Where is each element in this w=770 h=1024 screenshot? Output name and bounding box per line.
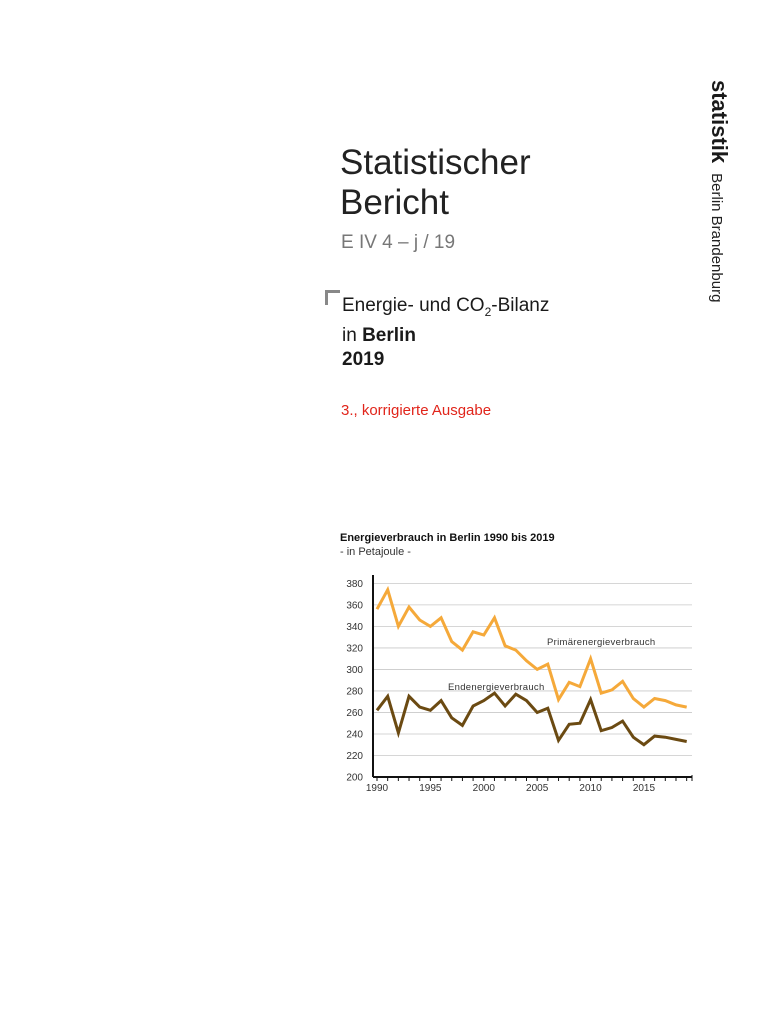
brand-vertical: statistik Berlin Brandenburg xyxy=(694,80,732,320)
corner-mark xyxy=(325,290,340,305)
location: Berlin xyxy=(362,324,416,346)
x-tick-label: 1995 xyxy=(419,783,442,794)
x-tick-label: 2005 xyxy=(526,783,549,794)
y-tick-label: 340 xyxy=(346,622,363,633)
location-prefix: in xyxy=(342,324,363,346)
location-line: in Berlin xyxy=(342,324,549,348)
energy-chart: 200 220 240 260 280 300 320 340 360 380 1990 1995 20… xyxy=(346,575,693,794)
topic-line: Energie- und CO2-Bilanz xyxy=(342,294,549,324)
primary-energy-line xyxy=(375,585,688,710)
end-energy-line xyxy=(375,691,687,747)
report-title: Statistischer Bericht xyxy=(340,143,531,223)
y-tick-label: 300 xyxy=(346,665,363,676)
y-tick-label: 380 xyxy=(346,579,363,590)
y-tick-label: 360 xyxy=(346,600,363,611)
y-tick-label: 280 xyxy=(346,686,363,697)
report-year: 2019 xyxy=(342,348,385,370)
x-tick-label: 2015 xyxy=(633,783,656,794)
report-code: E IV 4 – j / 19 xyxy=(341,232,456,253)
chart-subtitle: - in Petajoule - xyxy=(340,546,411,558)
report-topic: Energie- und CO2-Bilanz in Berlin 2019 xyxy=(342,294,549,372)
x-tick-label: 2000 xyxy=(473,783,496,794)
topic-subscript: 2 xyxy=(484,304,492,319)
y-tick-label: 240 xyxy=(346,729,363,740)
topic-prefix: Energie- und CO xyxy=(342,295,485,316)
chart-title: Energieverbrauch in Berlin 1990 bis 2019 xyxy=(340,532,555,544)
brand-region: Berlin Brandenburg xyxy=(708,173,725,303)
edition-note: 3., korrigierte Ausgabe xyxy=(341,402,492,419)
series-label-end: Endenergieverbrauch xyxy=(448,682,545,693)
y-tick-label: 260 xyxy=(346,708,363,719)
y-tick-label: 320 xyxy=(346,643,363,654)
report-title-line1: Statistischer xyxy=(340,143,531,182)
series-label-primary: Primärenergieverbrauch xyxy=(547,637,656,648)
y-tick-label: 220 xyxy=(346,751,363,762)
report-title-line2: Bericht xyxy=(340,183,449,222)
brand-name: statistik xyxy=(707,80,732,164)
x-tick-label: 2010 xyxy=(579,783,602,794)
topic-suffix: -Bilanz xyxy=(491,295,550,316)
x-tick-label: 1990 xyxy=(366,783,389,794)
y-tick-label: 200 xyxy=(346,773,363,784)
